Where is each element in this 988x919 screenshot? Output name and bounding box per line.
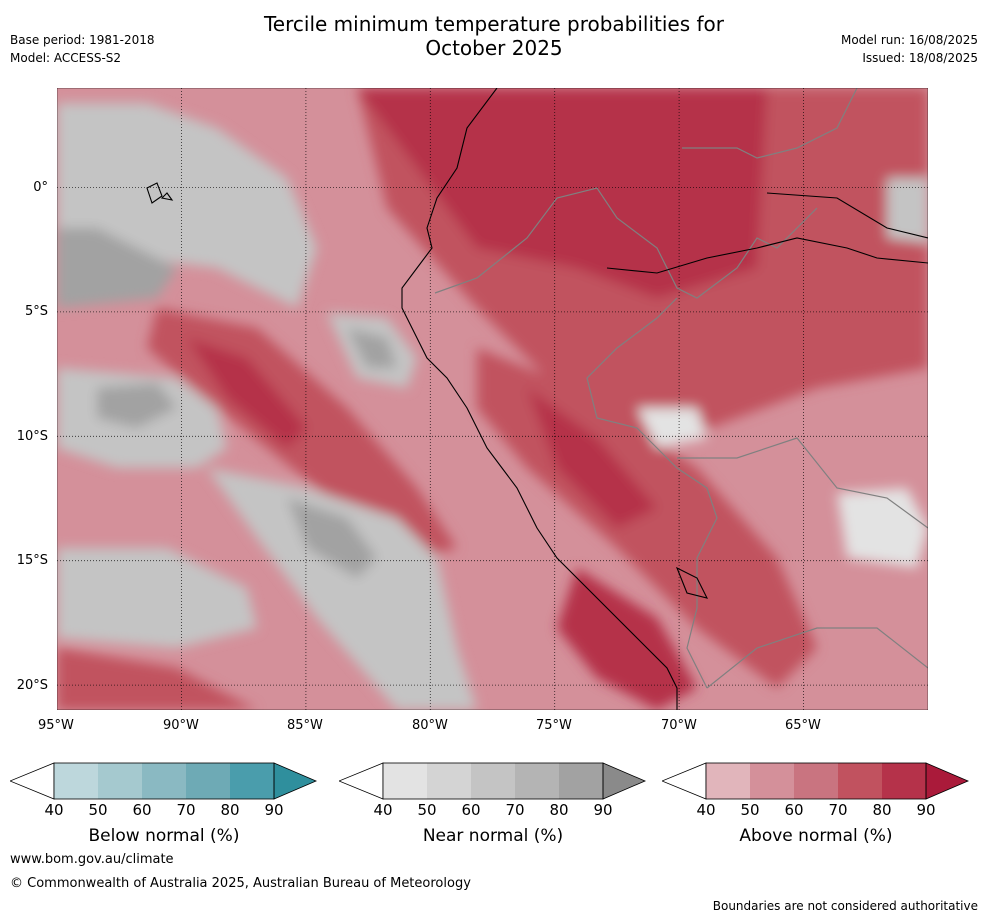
colorbar-near-tick-50: 50 <box>417 801 437 819</box>
probability-map <box>57 88 928 710</box>
colorbar-near-tick-90: 90 <box>593 801 613 819</box>
lat-label-15s: 15°S <box>16 553 48 568</box>
model-name: Model: ACCESS-S2 <box>10 51 122 65</box>
base-period: Base period: 1981-2018 <box>10 33 155 47</box>
colorbar-above-80 <box>882 763 926 799</box>
copyright-text: © Commonwealth of Australia 2025, Austra… <box>10 876 471 891</box>
colorbar-below-tick-60: 60 <box>132 801 152 819</box>
colorbar-above-under <box>662 762 707 800</box>
colorbar-near-80 <box>559 763 603 799</box>
above-80-region-ocean <box>187 338 307 448</box>
coastlines <box>146 88 928 710</box>
colorbar-below-80 <box>230 763 274 799</box>
near-normal-region-south <box>57 548 257 648</box>
lon-label-65w: 65°W <box>785 718 821 733</box>
colorbar-above-title: Above normal (%) <box>739 826 893 846</box>
colorbar-above-50 <box>750 763 794 799</box>
lake-titicaca <box>675 566 709 599</box>
colorbar-below-tick-70: 70 <box>176 801 196 819</box>
lon-label-80w: 80°W <box>412 718 448 733</box>
near-90-region-ocean <box>97 383 177 428</box>
colorbar-near-over <box>602 762 647 800</box>
country-borders <box>434 88 928 689</box>
colorbar-below-70 <box>186 763 230 799</box>
pacific-coastline <box>401 88 678 710</box>
lat-label-20s: 20°S <box>16 678 48 693</box>
amazon-river <box>606 237 928 274</box>
map-title: Tercile minimum temperature probabilitie… <box>0 12 988 60</box>
lat-label-0: 0° <box>33 180 48 195</box>
colorbar-near <box>339 762 647 800</box>
lat-label-5s: 5°S <box>24 304 48 319</box>
website-link[interactable]: www.bom.gov.au/climate <box>10 852 174 867</box>
colorbar-above-70 <box>838 763 882 799</box>
colorbar-above <box>662 762 970 800</box>
colorbar-below-tick-80: 80 <box>220 801 240 819</box>
border-colombia-peru <box>434 187 818 299</box>
colorbar-above-tick-50: 50 <box>740 801 760 819</box>
colorbar-near-tick-40: 40 <box>373 801 393 819</box>
colorbar-near-under <box>339 762 384 800</box>
colorbar-above-tick-40: 40 <box>696 801 716 819</box>
colorbar-above-tick-80: 80 <box>872 801 892 819</box>
river-north <box>766 192 928 239</box>
issued-date: Issued: 18/08/2025 <box>862 51 978 65</box>
colorbar-below-tick-90: 90 <box>264 801 284 819</box>
graticule <box>57 88 928 710</box>
colorbar-near-tick-80: 80 <box>549 801 569 819</box>
lon-label-70w: 70°W <box>661 718 697 733</box>
above-80-region-south <box>557 568 697 710</box>
lon-label-95w: 95°W <box>38 718 74 733</box>
colorbar-near-70 <box>515 763 559 799</box>
lon-label-90w: 90°W <box>163 718 199 733</box>
border-peru-brazil-bolivia <box>586 297 718 689</box>
colorbar-near-60 <box>471 763 515 799</box>
colorbar-near-40 <box>383 763 427 799</box>
colorbar-below-title: Below normal (%) <box>88 826 240 846</box>
galapagos-island-1 <box>146 182 163 204</box>
near-90-region-north <box>57 228 177 308</box>
colorbar-below-40 <box>54 763 98 799</box>
colorbar-above-60 <box>794 763 838 799</box>
colorbar-near-tick-70: 70 <box>505 801 525 819</box>
lon-label-75w: 75°W <box>536 718 572 733</box>
near-normal-region-sw <box>207 468 477 710</box>
colorbar-near-50 <box>427 763 471 799</box>
colorbar-below-50 <box>98 763 142 799</box>
near-normal-region-peru <box>637 408 707 448</box>
above-80-region-peru <box>527 388 657 528</box>
lon-label-85w: 85°W <box>287 718 323 733</box>
title-line-1: Tercile minimum temperature probabilitie… <box>263 12 725 36</box>
title-line-2: October 2025 <box>425 36 563 60</box>
above-80-region-north <box>357 88 767 298</box>
model-run: Model run: 16/08/2025 <box>840 33 978 47</box>
above-70-region-sw <box>57 648 257 710</box>
near-normal-region-ne <box>887 178 928 243</box>
border-bolivia-south <box>706 627 928 689</box>
near-90-region-sw <box>287 498 377 578</box>
border-bolivia-brazil <box>677 437 928 529</box>
colorbar-above-over <box>925 762 970 800</box>
colorbar-below-tick-40: 40 <box>44 801 64 819</box>
colorbar-above-40 <box>706 763 750 799</box>
border-colombia-venezuela <box>682 88 858 159</box>
galapagos-island-2 <box>160 192 174 201</box>
lat-label-10s: 10°S <box>16 429 48 444</box>
near-90-region-pacific <box>347 328 397 368</box>
colorbar-near-tick-60: 60 <box>461 801 481 819</box>
colorbar-below-over <box>273 762 318 800</box>
near-normal-region-bolivia <box>837 488 928 568</box>
colorbar-above-tick-90: 90 <box>916 801 936 819</box>
colorbar-below-tick-50: 50 <box>88 801 108 819</box>
boundaries-disclaimer: Boundaries are not considered authoritat… <box>712 899 978 913</box>
colorbar-above-tick-60: 60 <box>784 801 804 819</box>
colorbar-below-60 <box>142 763 186 799</box>
colorbar-below <box>10 762 318 800</box>
colorbar-above-tick-70: 70 <box>828 801 848 819</box>
colorbar-below-under <box>10 762 55 800</box>
colorbar-near-title: Near normal (%) <box>422 826 564 846</box>
